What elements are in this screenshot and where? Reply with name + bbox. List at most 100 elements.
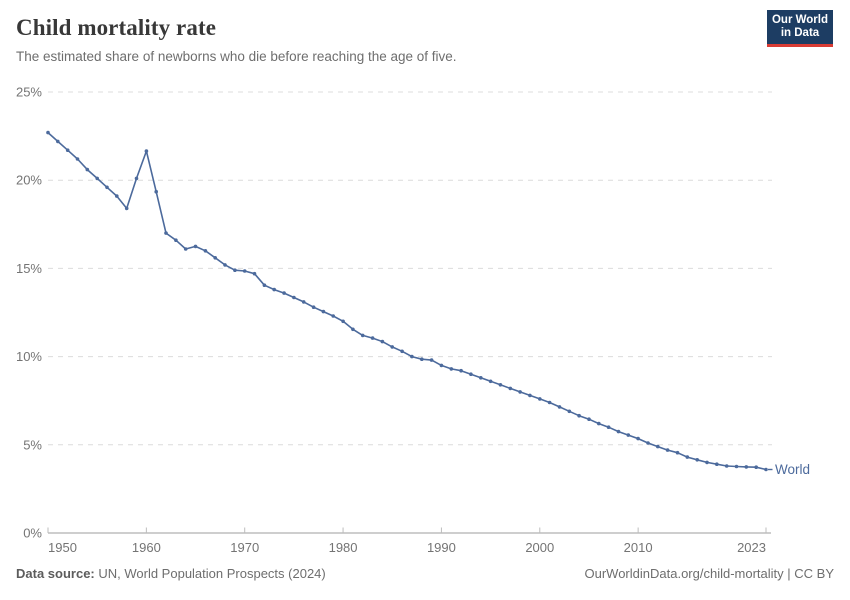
data-point <box>705 460 709 465</box>
data-point <box>272 287 277 292</box>
x-tick-label: 1970 <box>230 540 259 555</box>
x-tick-label: 2000 <box>525 540 554 555</box>
x-tick-label: 2010 <box>624 540 653 555</box>
x-tick-label: 1980 <box>329 540 358 555</box>
data-point <box>449 367 454 371</box>
chart-footer: Data source: UN, World Population Prospe… <box>0 566 850 581</box>
data-point <box>469 372 473 377</box>
page-title: Child mortality rate <box>16 15 217 40</box>
data-point <box>154 189 158 194</box>
data-point <box>390 345 395 349</box>
data-point <box>597 421 601 426</box>
y-tick-label: 5% <box>23 437 42 452</box>
data-point <box>95 176 99 181</box>
data-point <box>459 368 463 373</box>
data-source-label: Data source: <box>16 566 95 581</box>
line-chart-canvas[interactable]: 0% 5% 10% 15% 20% 25% 1950 1960 1970 1980 1990 2000… <box>0 0 850 560</box>
data-point <box>380 339 385 344</box>
data-point <box>301 300 306 304</box>
data-point <box>656 444 660 449</box>
data-point <box>56 139 60 144</box>
y-tick-label: 10% <box>16 349 42 364</box>
data-point <box>567 409 572 414</box>
data-point <box>144 149 149 153</box>
data-point <box>498 383 503 387</box>
data-point <box>223 263 227 267</box>
data-point <box>754 465 758 470</box>
y-tick-label: 25% <box>16 85 42 100</box>
data-point <box>233 268 237 273</box>
data-point <box>252 271 257 276</box>
data-point <box>65 148 70 152</box>
data-point <box>616 429 621 434</box>
data-point <box>488 379 493 384</box>
data-point <box>360 333 365 338</box>
data-point <box>85 167 90 172</box>
data-point <box>164 231 168 235</box>
data-point <box>587 417 591 422</box>
y-tick-label: 0% <box>23 526 42 541</box>
data-point <box>341 319 345 324</box>
series-line <box>47 132 767 471</box>
owid-logo-line1: Our World <box>771 14 828 26</box>
x-tick-label: 1960 <box>132 540 161 555</box>
header: Child mortality rate The estimated share… <box>16 13 457 65</box>
data-point <box>311 305 316 310</box>
data-point <box>331 314 336 318</box>
data-point <box>557 405 562 409</box>
data-point <box>577 413 581 418</box>
data-point <box>508 386 513 391</box>
data-point <box>429 358 434 362</box>
series-label-world[interactable]: World <box>775 462 810 477</box>
data-point <box>75 157 80 161</box>
data-point <box>242 269 247 273</box>
data-point <box>715 462 719 467</box>
data-point <box>479 376 483 380</box>
data-point <box>193 244 198 249</box>
owid-logo[interactable]: Our World in Data <box>767 10 833 47</box>
data-point <box>370 336 375 340</box>
data-point <box>547 400 552 405</box>
data-point <box>174 238 178 242</box>
data-point <box>203 249 208 253</box>
credit-link[interactable]: OurWorldinData.org/child-mortality | CC … <box>584 566 835 581</box>
x-tick-label: 1950 <box>48 540 77 555</box>
data-point <box>351 327 355 332</box>
data-point <box>744 465 749 469</box>
data-point <box>764 467 768 472</box>
data-source-text: UN, World Population Prospects (2024) <box>94 566 326 581</box>
data-point <box>115 194 119 198</box>
data-point <box>321 309 326 314</box>
data-point <box>439 363 444 368</box>
y-tick-label: 15% <box>16 261 42 276</box>
data-point <box>400 349 404 354</box>
data-point <box>213 255 217 260</box>
data-point <box>46 130 50 135</box>
data-point <box>636 436 640 441</box>
data-source-note: Data source: UN, World Population Prospe… <box>16 566 326 581</box>
data-point <box>518 390 522 394</box>
owid-logo-line2: in Data <box>780 27 820 39</box>
data-point <box>734 464 739 469</box>
data-point <box>626 433 631 437</box>
data-point <box>675 450 680 455</box>
x-tick-label: 1990 <box>427 540 456 555</box>
x-tick-label: 2023 <box>737 540 766 555</box>
data-point <box>538 397 542 401</box>
data-point <box>410 354 414 359</box>
data-point <box>606 425 611 430</box>
data-point <box>646 441 650 445</box>
data-point <box>105 185 109 190</box>
data-point <box>695 458 699 462</box>
chart-subtitle: The estimated share of newborns who die … <box>16 49 457 64</box>
data-point <box>124 206 129 211</box>
y-tick-label: 20% <box>16 173 42 188</box>
data-point <box>685 455 690 459</box>
data-point <box>262 283 267 288</box>
data-point <box>183 247 188 251</box>
data-point <box>665 448 670 452</box>
data-point <box>724 464 729 468</box>
data-point <box>134 176 139 181</box>
data-point <box>292 295 296 300</box>
